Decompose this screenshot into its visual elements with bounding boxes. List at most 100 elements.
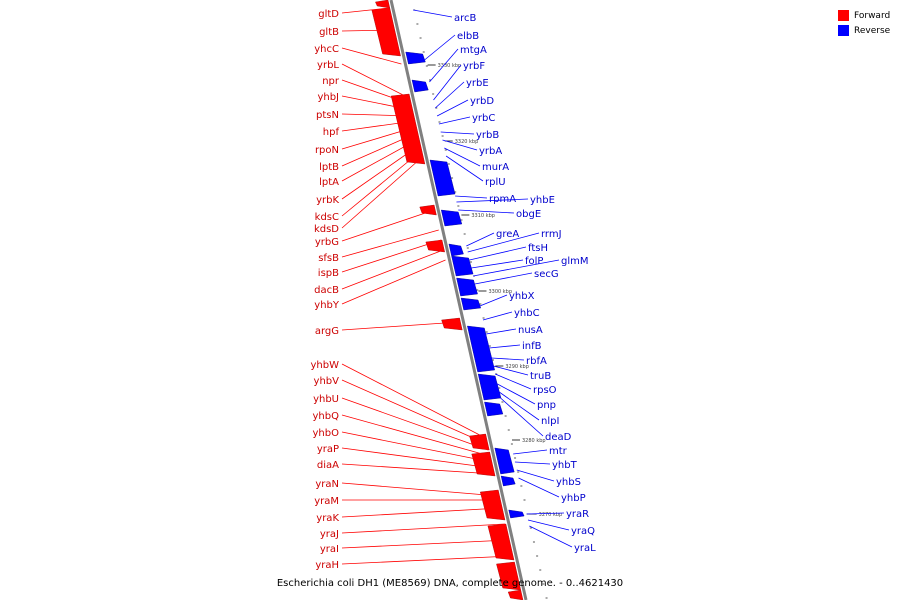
kbp-tick-label: 3330 kbp [438,63,462,69]
forward-gene-feature [487,523,515,561]
reverse-gene-feature [500,475,516,487]
reverse-leader-line [413,9,453,18]
forward-gene-label: yhbO [313,428,340,439]
forward-gene-label: diaA [317,460,339,471]
reverse-gene-label: secG [534,269,559,280]
forward-leader-line [341,113,414,117]
kbp-tick-label: 3290 kbp [505,364,529,370]
reverse-leader-line [491,357,525,361]
forward-gene-label: yhbV [314,376,340,387]
forward-gene-feature [375,0,391,9]
reverse-leader-line [482,311,513,321]
forward-gene-feature [469,433,490,451]
forward-gene-feature [479,489,506,521]
forward-gene-label: yraI [320,544,339,555]
legend-label-reverse: Reverse [854,25,891,36]
forward-gene-label: yrbL [317,60,339,71]
forward-gene-feature [419,204,437,216]
reverse-gene-label: yhbT [552,460,578,471]
reverse-leader-line [473,259,560,277]
reverse-gene-label: yrbE [466,78,489,89]
reverse-gene-label: nlpI [541,416,559,427]
forward-leader-line [341,414,490,457]
reverse-gene-label: yhbP [561,493,586,504]
reverse-leader-line [526,512,565,515]
forward-gene-label: sfsB [318,253,339,264]
legend-item-reverse: Reverse [838,23,890,38]
forward-leader-line [341,138,419,182]
forward-leader-line [341,447,493,469]
reverse-gene-label: rpmA [489,194,516,205]
reverse-gene-feature [508,509,525,519]
reverse-leader-line [474,272,533,285]
forward-gene-label: npr [322,76,340,87]
forward-gene-label: yraK [316,513,339,524]
forward-gene-label: lptA [319,177,339,188]
forward-leader-line [341,259,446,305]
kbp-tick-label: 3310 kbp [471,213,495,219]
reverse-leader-line [429,48,459,83]
reverse-gene-label: elbB [457,31,479,42]
reverse-gene-label: rplU [485,177,506,188]
forward-leader-line [341,539,509,549]
reverse-gene-label: yhbC [514,308,540,319]
forward-gene-label: yhcC [314,44,339,55]
forward-gene-label: yraN [315,479,339,490]
reverse-gene-feature [494,447,515,475]
reverse-gene-label: yraQ [571,526,595,537]
reverse-gene-label: truB [530,371,551,382]
forward-leader-line [341,523,505,534]
reverse-gene-label: yrbC [472,113,495,124]
forward-leader-line [341,239,442,273]
forward-gene-label: hpf [323,127,340,138]
forward-gene-label: yhbQ [313,411,340,422]
reverse-leader-line [527,519,570,531]
reverse-leader-line [440,131,475,135]
reverse-gene-label: arcB [454,13,477,24]
forward-labels: gltD gltB yhcC yrbL npr yhbJ ptsN hpf rpoN lptB lp… [311,7,513,571]
reverse-leader-line [424,34,456,61]
forward-gene-label: yhbY [314,300,340,311]
reverse-gene-label: yhbE [530,195,555,206]
forward-gene-feature [507,589,524,600]
reverse-leader-line [433,64,462,101]
kbp-tick-label: 3280 kbp [522,438,546,444]
forward-leader-line [341,507,502,518]
reverse-leader-line [456,198,529,203]
tick-layer: 3330 kbp 3320 kbp 3310 kbp 3300 kbp 3290 kbp… [413,9,563,599]
forward-leader-line [341,144,420,200]
reverse-leader-line [435,81,465,109]
forward-leader-line [341,431,492,463]
forward-gene-label: yrbG [315,237,339,248]
reverse-leader-line [436,99,469,117]
forward-leader-line [341,363,486,439]
reverse-leader-line [514,461,551,465]
forward-gene-label: dacB [314,285,339,296]
reverse-leader-line [489,344,521,349]
kbp-tick-label: 3270 kbp [539,512,563,518]
reverse-leader-line [493,365,529,376]
forward-gene-label: yraH [315,560,339,571]
reverse-leader-line [471,259,524,269]
reverse-gene-label: greA [496,229,519,240]
reverse-leader-line [500,397,544,437]
reverse-features [405,51,525,519]
reverse-leader-line [444,147,481,167]
forward-gene-label: kdsD [314,224,339,235]
forward-leader-line [341,132,418,167]
forward-leader-line [341,29,394,32]
forward-leader-line [341,482,499,497]
forward-gene-label: lptB [319,162,339,173]
reverse-leader-line [518,477,560,498]
reverse-leader-line [458,209,515,214]
reverse-leader-line [467,232,540,253]
reverse-gene-feature [456,277,478,297]
legend: Forward Reverse [838,8,890,38]
forward-leader-line [341,95,412,111]
reverse-gene-label: yrbF [463,61,485,72]
legend-label-forward: Forward [854,10,891,21]
forward-gene-label: argG [315,326,339,337]
kbp-tick-label: 3320 kbp [455,139,479,145]
forward-leader-line [341,229,439,258]
reverse-gene-label: yhbX [509,291,535,302]
